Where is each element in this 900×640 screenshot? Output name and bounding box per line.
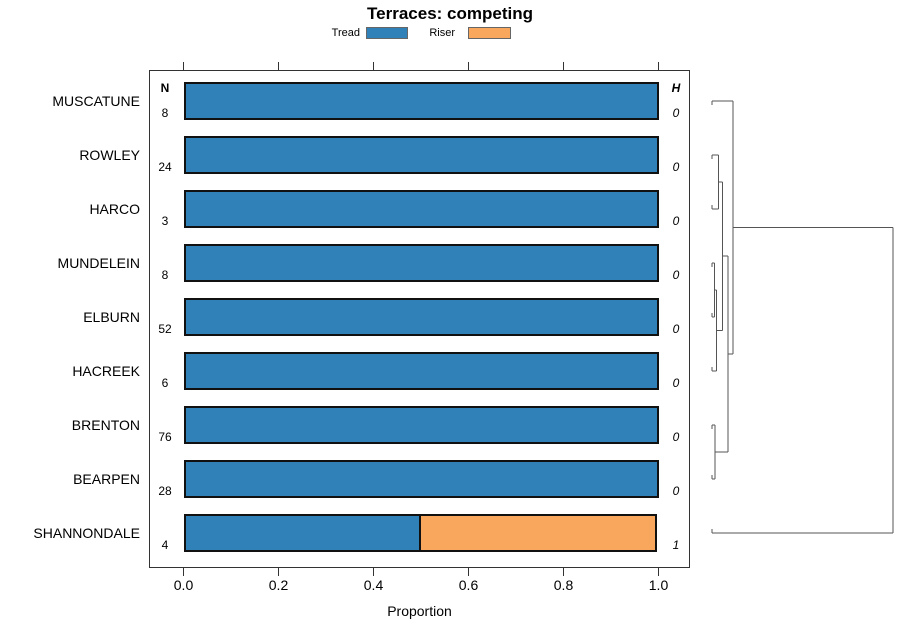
n-column-header: N <box>160 81 170 95</box>
legend-label-riser: Riser <box>429 27 455 39</box>
n-value: 3 <box>161 214 169 228</box>
bar-row <box>183 460 659 498</box>
bar-segment-tread <box>183 460 659 498</box>
x-axis-tick-label: 0.6 <box>458 577 479 593</box>
h-column-header: H <box>671 81 681 95</box>
category-label: MUNDELEIN <box>57 255 140 271</box>
h-value: 0 <box>672 430 680 444</box>
x-axis-tick-label: 0.8 <box>553 577 574 593</box>
bar-segment-tread <box>183 352 659 390</box>
h-value: 0 <box>672 268 680 282</box>
bar-row <box>183 190 659 228</box>
plot-title: Terraces: competing <box>367 4 533 23</box>
bar-row <box>183 82 659 120</box>
h-value: 1 <box>672 538 680 552</box>
bar-segment-tread <box>183 136 659 174</box>
x-axis-tick-label: 0.2 <box>268 577 289 593</box>
bar-row <box>183 352 659 390</box>
h-value: 0 <box>672 484 680 498</box>
category-label: BEARPEN <box>73 471 140 487</box>
x-axis-tick-label: 1.0 <box>648 577 669 593</box>
h-value: 0 <box>672 106 680 120</box>
legend-label-tread: Tread <box>331 27 360 39</box>
category-label: MUSCATUNE <box>52 93 140 109</box>
plot-box <box>149 70 690 568</box>
x-axis-tick-label: 0.4 <box>363 577 384 593</box>
riser-swatch <box>468 27 511 39</box>
bar-row <box>183 244 659 282</box>
bar-segment-tread <box>183 406 659 444</box>
bar-row <box>183 136 659 174</box>
category-label: SHANNONDALE <box>33 525 140 541</box>
x-axis-tick-label: 0.0 <box>173 577 194 593</box>
n-value: 28 <box>158 484 172 498</box>
category-label: ELBURN <box>83 309 140 325</box>
category-label: BRENTON <box>71 417 140 433</box>
h-value: 0 <box>672 322 680 336</box>
category-label: HARCO <box>89 201 140 217</box>
bar-segment-riser <box>419 514 657 552</box>
category-label: ROWLEY <box>79 147 140 163</box>
n-value: 52 <box>158 322 172 336</box>
bar-segment-tread <box>183 244 659 282</box>
n-value: 8 <box>161 106 169 120</box>
category-label: HACREEK <box>72 363 140 379</box>
bar-segment-tread <box>183 82 659 120</box>
tread-swatch <box>366 27 408 39</box>
h-value: 0 <box>672 376 680 390</box>
x-axis-title: Proportion <box>387 603 452 619</box>
n-value: 8 <box>161 268 169 282</box>
bar-segment-tread <box>183 190 659 228</box>
n-value: 24 <box>158 160 172 174</box>
n-value: 4 <box>161 538 169 552</box>
h-value: 0 <box>672 160 680 174</box>
bar-row <box>183 298 659 336</box>
n-value: 76 <box>158 430 172 444</box>
bar-row <box>183 406 659 444</box>
h-value: 0 <box>672 214 680 228</box>
n-value: 6 <box>161 376 169 390</box>
bar-row <box>183 514 659 552</box>
bar-segment-tread <box>183 298 659 336</box>
